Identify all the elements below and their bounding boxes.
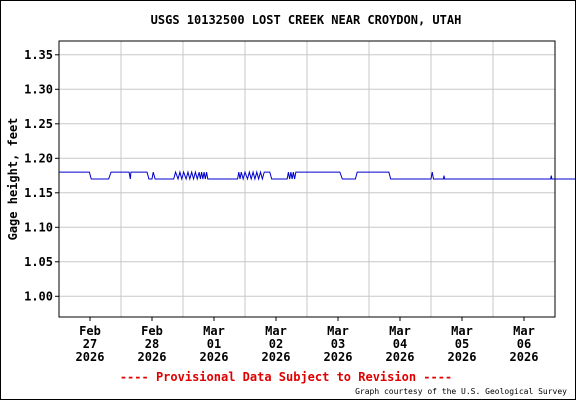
x-tick-label: 2026 bbox=[138, 350, 167, 364]
x-tick-label: Mar bbox=[389, 324, 411, 338]
x-tick-label: 27 bbox=[83, 337, 97, 351]
y-tick-label: 1.25 bbox=[24, 117, 53, 131]
chart-title: USGS 10132500 LOST CREEK NEAR CROYDON, U… bbox=[151, 13, 462, 27]
x-tick-label: 2026 bbox=[448, 350, 477, 364]
x-tick-label: 2026 bbox=[262, 350, 291, 364]
series-layer bbox=[59, 170, 575, 181]
y-axis-ticks: 1.00 1.05 1.10 1.15 1.20 1.25 1.30 1.35 bbox=[24, 48, 59, 303]
y-tick-label: 1.15 bbox=[24, 186, 53, 200]
credit-note: Graph courtesy of the U.S. Geological Su… bbox=[355, 387, 567, 396]
y-tick-label: 1.35 bbox=[24, 48, 53, 62]
gage-height-series-line bbox=[59, 170, 575, 181]
x-tick-label: Mar bbox=[327, 324, 349, 338]
x-tick-label: 06 bbox=[517, 337, 531, 351]
x-tick-label: Mar bbox=[265, 324, 287, 338]
y-tick-label: 1.00 bbox=[24, 289, 53, 303]
x-tick-label: Feb bbox=[141, 324, 163, 338]
x-tick-label: 2026 bbox=[510, 350, 539, 364]
x-tick-label: 28 bbox=[145, 337, 159, 351]
y-tick-label: 1.10 bbox=[24, 220, 53, 234]
x-tick-label: Mar bbox=[513, 324, 535, 338]
y-tick-label: 1.30 bbox=[24, 82, 53, 96]
x-tick-label: 03 bbox=[331, 337, 345, 351]
y-tick-label: 1.20 bbox=[24, 151, 53, 165]
x-tick-label: 2026 bbox=[76, 350, 105, 364]
provisional-note: ---- Provisional Data Subject to Revisio… bbox=[120, 370, 452, 384]
x-tick-label: 2026 bbox=[324, 350, 353, 364]
x-tick-label: Mar bbox=[451, 324, 473, 338]
y-axis-label: Gage height, feet bbox=[6, 118, 20, 241]
x-tick-label: 01 bbox=[207, 337, 221, 351]
x-tick-label: 02 bbox=[269, 337, 283, 351]
x-tick-label: Mar bbox=[203, 324, 225, 338]
x-tick-label: 04 bbox=[393, 337, 407, 351]
x-tick-label: 2026 bbox=[200, 350, 229, 364]
x-tick-label: 05 bbox=[455, 337, 469, 351]
x-tick-label: Feb bbox=[79, 324, 101, 338]
x-tick-label: 2026 bbox=[386, 350, 415, 364]
y-tick-label: 1.05 bbox=[24, 255, 53, 269]
x-axis-ticks: Feb272026Feb282026Mar012026Mar022026Mar0… bbox=[76, 317, 539, 364]
